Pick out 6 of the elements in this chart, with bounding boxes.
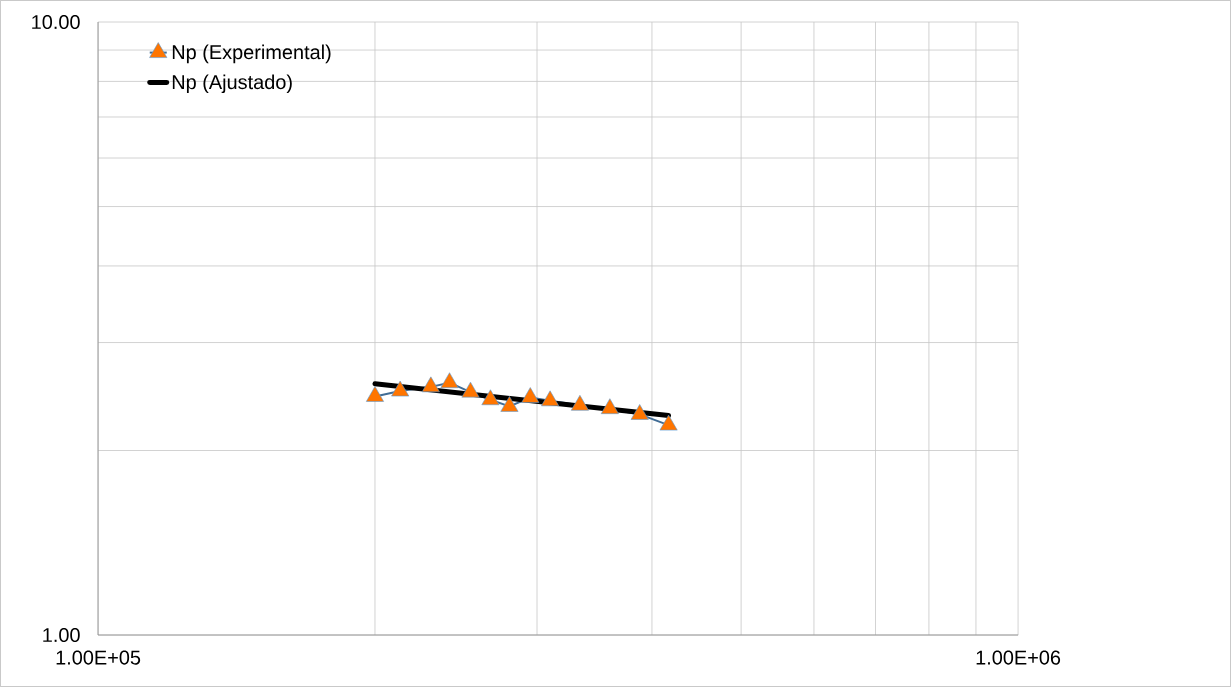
x-tick-label: 1.00E+05 <box>56 650 141 665</box>
y-tick-label: 1.00 <box>43 627 80 643</box>
legend-label: Np (Ajustado) <box>172 74 292 94</box>
x-tick-label: 1.00E+06 <box>976 650 1061 665</box>
legend-label: Np (Experimental) <box>172 44 331 64</box>
y-tick-label: 10.00 <box>32 14 80 30</box>
